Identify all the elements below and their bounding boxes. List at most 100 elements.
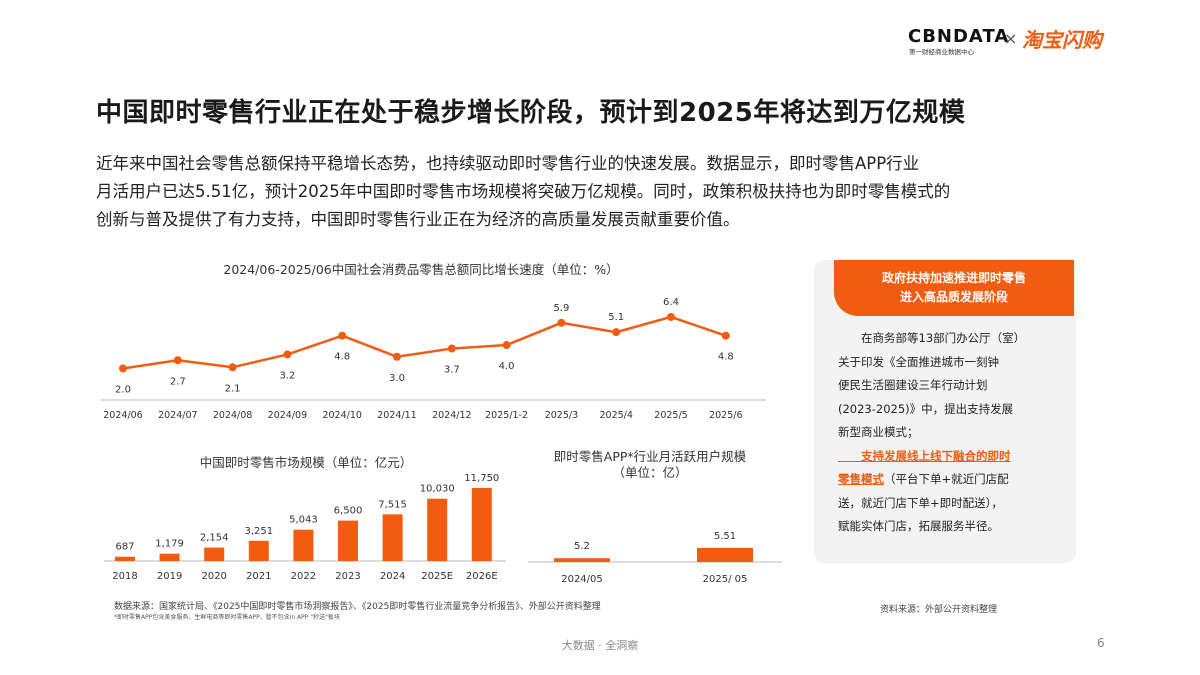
market-size-bar (471, 488, 492, 561)
growth-point (612, 328, 621, 337)
line-chart-x-tick: 2025/1-2 (485, 410, 528, 421)
data-source-note: *即时零售APP包含美食服务、生鲜电商等即时零售APP，暂不包含in APP "… (114, 614, 340, 621)
line-chart-x-tick: 2025/3 (545, 410, 578, 421)
growth-value-label: 4.8 (718, 352, 734, 363)
market-size-x-tick: 2026E (466, 571, 498, 582)
line-chart-x-tick: 2024/12 (432, 410, 471, 421)
growth-point (557, 318, 566, 327)
policy-header-line: 进入高品质发展阶段 (899, 290, 1008, 304)
market-size-bar (159, 553, 180, 561)
growth-point (393, 352, 401, 361)
policy-text-line: (2023-2025)》中，提出支持发展 (838, 401, 1014, 416)
policy-text-after-highlight: （平台下单+就近门店配 (884, 472, 1009, 486)
mau-bar (697, 548, 753, 562)
growth-value-label: 2.7 (170, 376, 186, 387)
policy-text-line: 新型商业模式； (838, 425, 919, 439)
market-size-x-tick: 2024 (380, 571, 405, 582)
market-size-value-label: 11,750 (464, 473, 499, 484)
market-size-x-tick: 2019 (157, 571, 182, 582)
cbndata-logo-subtitle: 第一财经商业数据中心 (909, 48, 974, 56)
growth-point (502, 341, 511, 350)
growth-point (283, 350, 292, 359)
logo-separator: × (1004, 29, 1018, 48)
line-chart-title: 2024/06-2025/06中国社会消费品零售总额同比增长速度（单位：%） (223, 262, 619, 277)
market-size-value-label: 2,154 (200, 533, 229, 544)
growth-point (667, 312, 675, 321)
mau-bar-chart: 5.2 2024/05 5.51 2025/ 05 (528, 531, 782, 585)
intro-line: 月活用户已达5.51亿，预计2025年中国即时零售市场规模将突破万亿规模。同时，… (96, 182, 951, 201)
intro-line: 创新与普及提供了有力支持，中国即时零售行业正在为经济的高质量发展贡献重要价值。 (96, 210, 740, 229)
market-size-value-label: 5,043 (289, 515, 318, 526)
growth-value-label: 6.4 (663, 297, 679, 308)
market-size-x-tick: 2021 (246, 571, 271, 582)
policy-text-line: 送，就近门店下单+即时配送）， (838, 495, 1003, 510)
market-size-x-tick: 2020 (201, 571, 226, 582)
growth-value-label: 3.7 (444, 365, 460, 376)
market-size-x-tick: 2018 (112, 571, 137, 582)
growth-point (721, 331, 730, 340)
policy-highlight-text: 零售模式 (838, 472, 884, 486)
data-source-right: 资料来源：外部公开资料整理 (880, 605, 998, 615)
growth-point (228, 363, 237, 372)
growth-point (338, 331, 347, 340)
line-chart: 2.0 2.7 2.1 3.2 4.8 3.0 3.7 4.0 5.9 5.1 6.4 4.8 2024… (101, 297, 766, 421)
growth-value-label: 5.1 (608, 312, 624, 323)
growth-value-label: 4.8 (334, 352, 350, 363)
growth-point (173, 356, 182, 365)
market-size-x-tick: 2023 (335, 571, 360, 582)
market-size-value-label: 10,030 (420, 484, 455, 495)
market-size-value-label: 1,179 (155, 539, 184, 550)
market-size-value-label: 7,515 (378, 499, 407, 510)
line-chart-x-tick: 2024/08 (213, 410, 252, 421)
line-chart-x-tick: 2024/06 (103, 410, 142, 421)
mau-x-tick: 2024/05 (561, 574, 603, 585)
data-source-left: 数据来源：国家统计局、《2025中国即时零售市场洞察报告》、《2025即时零售行… (114, 602, 601, 612)
policy-text-line: 便民生活圈建设三年行动计划 (838, 378, 988, 392)
line-chart-x-tick: 2024/09 (268, 410, 307, 421)
mau-value-label: 5.51 (714, 531, 736, 542)
policy-header-line: 政府扶持加速推进即时零售 (881, 271, 1026, 285)
policy-panel-header: 政府扶持加速推进即时零售 进入高品质发展阶段 (834, 260, 1074, 316)
market-size-bar (382, 514, 403, 561)
market-size-chart-title: 中国即时零售市场规模（单位：亿元） (199, 455, 413, 470)
growth-value-label: 3.2 (279, 370, 295, 381)
growth-value-label: 5.9 (553, 303, 569, 314)
mau-bar (554, 558, 610, 562)
line-chart-x-tick: 2025/5 (654, 410, 687, 421)
market-size-bar (338, 520, 358, 561)
policy-highlight-line: 支持发展线上线下融合的即时 (838, 448, 1011, 463)
mau-value-label: 5.2 (574, 541, 590, 552)
page-number: 6 (1097, 636, 1105, 650)
market-size-bar (293, 529, 314, 561)
line-chart-x-tick: 2024/11 (377, 410, 416, 421)
policy-text-line: 赋能实体门店，拓展服务半径。 (838, 519, 999, 533)
line-chart-x-tick: 2025/6 (709, 410, 742, 421)
growth-point (119, 364, 127, 373)
line-chart-x-tick: 2025/4 (599, 410, 632, 421)
line-chart-x-tick: 2024/07 (158, 410, 197, 421)
growth-point (447, 344, 456, 353)
policy-text-line: 关于印发《全面推进城市一刻钟 (838, 354, 999, 369)
market-size-bar (204, 547, 225, 561)
taobao-shangou-logo: 淘宝闪购 (1022, 28, 1102, 52)
cbndata-logo: CBNDATA (908, 26, 1010, 47)
line-chart-x-tick: 2024/10 (322, 410, 361, 421)
intro-paragraph: 近年来中国社会零售总额保持平稳增长态势，也持续驱动即时零售行业的快速发展。数据显… (96, 150, 1116, 234)
growth-value-label: 4.0 (499, 361, 515, 372)
mau-chart-subtitle: （单位：亿） (612, 465, 688, 480)
mau-chart-title: 即时零售APP*行业月活跃用户规模 (553, 449, 747, 464)
market-size-bar (427, 498, 448, 561)
market-size-value-label: 3,251 (244, 526, 273, 537)
market-size-bar (248, 540, 269, 561)
market-size-value-label: 6,500 (334, 506, 363, 517)
footer-tagline: 大数据 · 全洞察 (561, 639, 639, 652)
growth-line (122, 315, 727, 370)
policy-panel-body: 在商务部等13部门办公厅（室） 关于印发《全面推进城市一刻钟 便民生活圈建设三年… (838, 327, 1056, 539)
market-size-bar (115, 556, 135, 561)
growth-value-label: 2.1 (225, 383, 241, 394)
policy-text-line: 在商务部等13部门办公厅（室） (838, 331, 1026, 345)
market-size-x-tick: 2025E (421, 571, 453, 582)
market-size-value-label: 687 (115, 542, 134, 553)
market-size-bar-chart: 687 2018 1,179 2019 2,154 2020 3,251 2021 5,043 2… (104, 473, 506, 582)
intro-line: 近年来中国社会零售总额保持平稳增长态势，也持续驱动即时零售行业的快速发展。数据显… (96, 154, 920, 173)
